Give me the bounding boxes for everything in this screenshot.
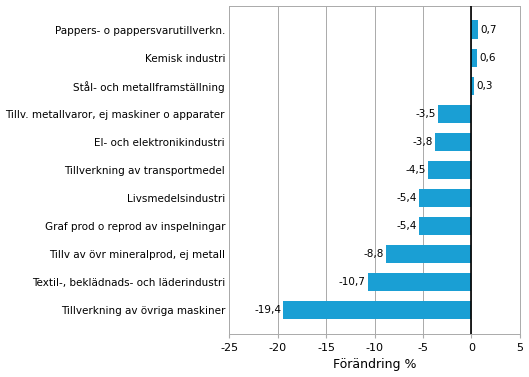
Text: -5,4: -5,4 — [397, 193, 417, 203]
Bar — [471, 77, 475, 95]
Bar — [419, 217, 471, 235]
Text: -3,5: -3,5 — [415, 109, 436, 119]
Bar — [428, 161, 471, 179]
Bar — [437, 104, 471, 123]
Bar — [471, 49, 477, 67]
Bar — [419, 188, 471, 207]
Text: -10,7: -10,7 — [339, 277, 366, 287]
Text: -4,5: -4,5 — [406, 165, 426, 175]
Bar — [368, 273, 471, 291]
Bar — [471, 20, 478, 39]
Text: -3,8: -3,8 — [412, 137, 433, 147]
Text: 0,6: 0,6 — [479, 53, 496, 63]
Bar — [284, 301, 471, 319]
Bar — [435, 133, 471, 151]
X-axis label: Förändring %: Förändring % — [333, 359, 416, 371]
Bar — [386, 245, 471, 263]
Text: -8,8: -8,8 — [364, 249, 384, 259]
Text: -5,4: -5,4 — [397, 221, 417, 231]
Text: 0,3: 0,3 — [476, 81, 493, 90]
Text: -19,4: -19,4 — [254, 305, 281, 315]
Text: 0,7: 0,7 — [480, 25, 497, 35]
